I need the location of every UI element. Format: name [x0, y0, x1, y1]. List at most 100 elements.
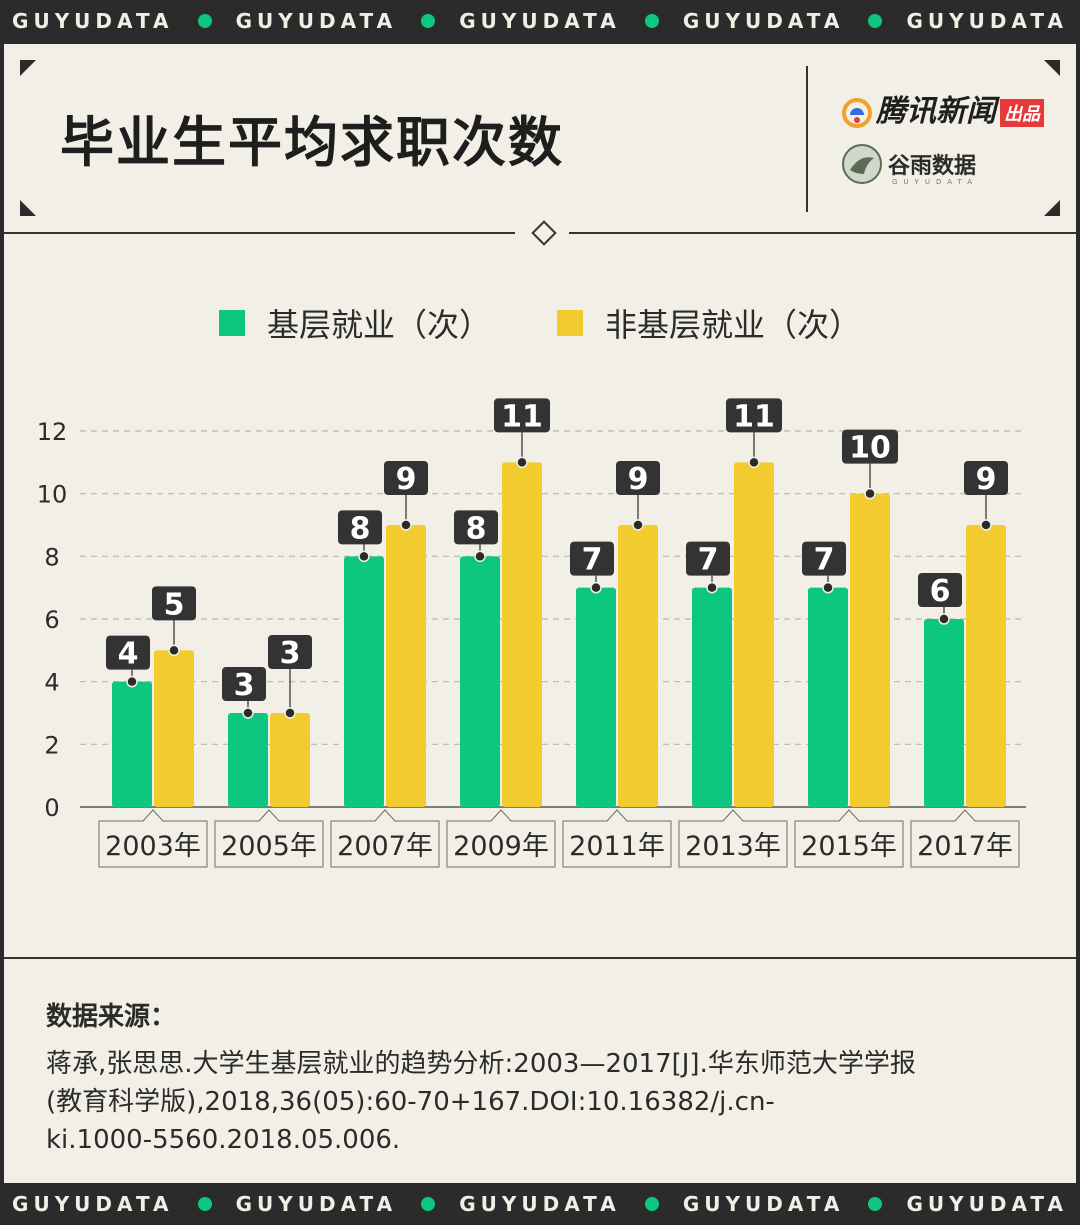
- x-category-tab: [794, 809, 904, 868]
- banner-text: GUYUDATA: [682, 1192, 845, 1216]
- x-category-tab: [446, 809, 556, 868]
- corner-tr-icon: [1044, 60, 1060, 76]
- banner-text: GUYUDATA: [235, 1192, 398, 1216]
- tencent-brand-name: 腾讯新闻: [876, 94, 996, 129]
- x-tick-label: 2017年: [917, 831, 1013, 862]
- corner-br-icon: [1044, 200, 1060, 216]
- tencent-news-logo: 腾讯新闻 出品: [842, 86, 1044, 130]
- value-dot: [632, 519, 644, 531]
- value-label-box: [686, 541, 730, 576]
- y-tick-label: 2: [44, 731, 59, 759]
- x-tick-label: 2003年: [105, 831, 201, 862]
- source-label: 数据来源：: [46, 1002, 177, 1032]
- bar-non-grassroots: [386, 525, 426, 807]
- legend-item-grassroots: 基层就业（次）: [218, 300, 491, 346]
- value-label-box: [384, 461, 428, 495]
- value-label-box: [106, 635, 150, 670]
- banner-dot-icon: [197, 1197, 212, 1211]
- bar-grassroots: [228, 713, 268, 807]
- value-label-box: [268, 635, 312, 669]
- bar-non-grassroots: [618, 525, 658, 807]
- value-label-box: [802, 541, 846, 576]
- legend-swatch-yellow: [557, 310, 583, 336]
- source-line: 蒋承,张思思.大学生基层就业的趋势分析:2003—2017[J].华东师范大学学…: [46, 1049, 916, 1079]
- value-label-box: [454, 510, 498, 545]
- x-category-tab: [214, 809, 324, 868]
- corner-bl-icon: [20, 200, 36, 216]
- data-label: 11: [501, 399, 543, 434]
- value-label-box: [726, 398, 782, 433]
- banner-dot-icon: [421, 14, 436, 28]
- y-tick-label: 12: [37, 418, 68, 446]
- value-label-box: [964, 461, 1008, 495]
- bar-non-grassroots: [966, 525, 1006, 807]
- value-dot: [748, 456, 760, 469]
- top-banner: GUYUDATA GUYUDATA GUYUDATA GUYUDATA GUYU…: [0, 0, 1080, 42]
- banner-dot-icon: [644, 14, 659, 28]
- guyu-brand-name: 谷雨数据: [888, 153, 977, 179]
- data-label: 4: [118, 637, 139, 672]
- x-tick-label: 2007年: [337, 831, 433, 862]
- bar-grassroots: [112, 681, 152, 807]
- data-label: 9: [976, 462, 997, 497]
- data-label: 7: [814, 543, 835, 578]
- value-dot: [864, 487, 876, 500]
- header-divider: [806, 66, 808, 212]
- value-dot: [980, 519, 992, 531]
- value-label-box: [338, 510, 382, 545]
- bar-non-grassroots: [270, 713, 310, 807]
- banner-dot-icon: [421, 1197, 436, 1211]
- value-dot: [822, 581, 834, 594]
- y-tick-label: 6: [44, 606, 59, 634]
- bar-non-grassroots: [734, 462, 774, 807]
- data-label: 3: [280, 636, 301, 671]
- value-dot: [126, 675, 138, 688]
- data-label: 9: [628, 462, 649, 497]
- value-label-box: [570, 541, 614, 576]
- legend-item-non-grassroots: 非基层就业（次）: [557, 300, 861, 346]
- x-category-tab: [678, 809, 788, 868]
- bar-grassroots: [692, 587, 732, 807]
- data-label: 8: [350, 511, 371, 546]
- legend-swatch-green: [218, 310, 245, 336]
- bar-non-grassroots: [850, 493, 890, 807]
- corner-marks: [20, 60, 1060, 216]
- bar-grassroots: [576, 587, 616, 807]
- value-dot: [284, 707, 296, 719]
- x-category-tab: [562, 809, 672, 868]
- value-label-box: [222, 667, 266, 701]
- value-dot: [168, 644, 180, 657]
- chart-legend: 基层就业（次） 非基层就业（次）: [4, 300, 1076, 346]
- legend-label: 非基层就业（次）: [605, 306, 862, 344]
- y-tick-label: 10: [37, 481, 68, 509]
- source-line: ki.1000-5560.2018.05.006.: [46, 1125, 401, 1155]
- banner-text: GUYUDATA: [12, 9, 174, 33]
- header-rule-right: [569, 232, 1076, 234]
- data-label: 11: [733, 399, 775, 434]
- value-dot: [938, 613, 950, 625]
- y-tick-label: 0: [44, 794, 59, 822]
- source-line: (教育科学版),2018,36(05):60-70+167.DOI:10.163…: [46, 1087, 775, 1117]
- banner-dot-icon: [197, 14, 212, 28]
- bar-non-grassroots: [502, 462, 542, 807]
- banner-dot-icon: [644, 1197, 659, 1211]
- bar-grassroots: [924, 619, 964, 807]
- banner-text: GUYUDATA: [459, 1192, 621, 1216]
- source-divider: [4, 957, 1076, 959]
- legend-label: 基层就业（次）: [266, 306, 491, 344]
- value-dot: [474, 550, 486, 563]
- value-dot: [400, 519, 412, 531]
- x-category-tab: [330, 809, 440, 868]
- header-rule-left: [4, 232, 515, 234]
- infographic-card: 毕业生平均求职次数 腾讯新闻 出品 谷雨数据 GUYUDATA 基层就业（次）: [4, 44, 1076, 1183]
- data-label: 8: [466, 511, 487, 546]
- bar-chart: 0246810122003年452005年332007年892009年81120…: [37, 398, 1026, 868]
- value-dot: [242, 707, 254, 719]
- corner-tl-icon: [20, 60, 36, 76]
- value-dot: [706, 581, 718, 594]
- source-citation: 蒋承,张思思.大学生基层就业的趋势分析:2003—2017[J].华东师范大学学…: [46, 1045, 1036, 1159]
- bar-non-grassroots: [154, 650, 194, 807]
- data-label: 3: [234, 668, 255, 703]
- data-label: 9: [396, 462, 417, 497]
- bar-grassroots: [460, 556, 500, 807]
